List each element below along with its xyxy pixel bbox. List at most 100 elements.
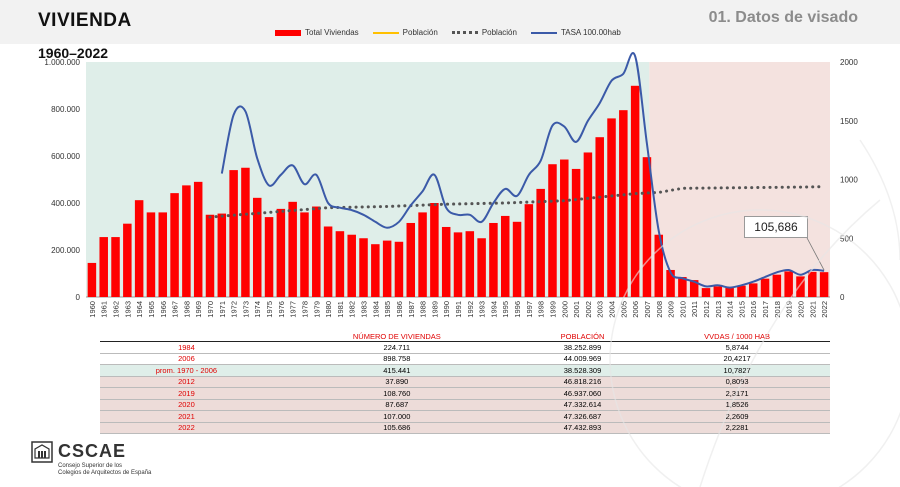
bar [323, 226, 333, 297]
bar [111, 237, 120, 297]
x-tick-label: 1968 [182, 301, 191, 318]
bar [146, 212, 156, 297]
x-tick-label: 1967 [171, 301, 180, 318]
col-year [100, 331, 273, 342]
bar [87, 262, 97, 297]
y-right-tick-label: 1500 [840, 117, 858, 126]
x-tick-label: 1993 [478, 301, 487, 318]
y-right-tick-label: 1000 [840, 176, 858, 185]
bar [725, 287, 734, 297]
cell-viviendas: 898.758 [272, 353, 521, 365]
x-tick-label: 1986 [395, 301, 404, 318]
x-tick-label: 1982 [348, 301, 357, 318]
bar [170, 193, 179, 297]
x-tick-label: 2012 [702, 301, 711, 318]
cell-viviendas: 105.686 [272, 422, 521, 434]
bar [630, 85, 640, 297]
x-tick-label: 2018 [773, 301, 782, 318]
y-left-tick-label: 800.000 [51, 105, 80, 114]
x-tick-label: 1977 [289, 301, 298, 318]
col-ratio: VVDAS / 1000 HAB [644, 331, 830, 342]
x-tick-label: 2021 [808, 301, 817, 318]
bar [288, 201, 297, 297]
x-tick-label: 2010 [678, 301, 687, 318]
x-tick-label: 2016 [749, 301, 758, 318]
legend-pop-line: Población [372, 28, 438, 37]
x-tick-label: 2005 [619, 301, 628, 318]
cell-year: 2021 [100, 410, 273, 423]
bar [607, 118, 616, 298]
legend-bars: Total Viviendas [275, 28, 359, 37]
y-right-tick-label: 2000 [840, 58, 858, 67]
x-tick-label: 2015 [737, 301, 746, 318]
bar [418, 212, 427, 297]
cell-ratio: 10,7827 [644, 364, 830, 377]
bar [441, 226, 451, 297]
bar [583, 152, 593, 297]
x-tick-label: 1994 [489, 301, 498, 318]
x-tick-label: 2011 [690, 301, 699, 317]
bar [595, 137, 604, 297]
cell-poblacion: 47.326.687 [520, 410, 645, 423]
x-tick-label: 1987 [407, 301, 416, 318]
x-tick-label: 2022 [820, 301, 829, 318]
bar [760, 278, 770, 297]
bar [406, 222, 416, 297]
cell-year: 2012 [100, 376, 273, 388]
bar [536, 188, 545, 297]
x-tick-label: 1961 [100, 301, 109, 318]
bar [808, 271, 817, 297]
table-row: 1984 224.711 38.252.899 5,8744 [100, 341, 830, 354]
x-tick-label: 1970 [206, 301, 215, 318]
cell-poblacion: 47.432.893 [520, 422, 645, 434]
cell-year: prom. 1970 - 2006 [100, 364, 273, 377]
legend-rate: TASA 100.00hab [530, 28, 621, 37]
bar [819, 272, 829, 297]
cell-ratio: 5,8744 [644, 341, 830, 354]
chart-legend: Total Viviendas Población Población TASA… [275, 28, 621, 37]
cell-year: 2006 [100, 353, 273, 365]
table-row: 2006 898.758 44.009.969 20,4217 [100, 353, 830, 365]
bar [252, 197, 262, 297]
x-tick-label: 2009 [667, 301, 676, 318]
x-tick-label: 2001 [572, 301, 581, 318]
x-tick-label: 1978 [300, 301, 309, 318]
x-tick-label: 1990 [442, 301, 451, 318]
bar [371, 244, 380, 297]
x-tick-label: 2008 [655, 301, 664, 318]
x-tick-label: 1979 [312, 301, 321, 318]
x-tick-label: 1992 [466, 301, 475, 318]
data-table: NÚMERO DE VIVIENDAS POBLACIÓN VVDAS / 10… [100, 331, 830, 434]
x-tick-label: 1981 [336, 301, 345, 318]
value-callout: 105,686 [744, 216, 808, 238]
cell-year: 2020 [100, 399, 273, 411]
bar [394, 241, 404, 297]
bar [772, 274, 782, 297]
col-viviendas: NÚMERO DE VIVIENDAS [272, 331, 521, 342]
period-label: 1960–2022 [38, 45, 109, 61]
x-tick-label: 1973 [241, 301, 250, 318]
y-left-tick-label: 600.000 [51, 152, 80, 161]
x-tick-label: 2000 [560, 301, 569, 318]
cell-viviendas: 87.687 [272, 399, 521, 411]
bar [229, 170, 238, 297]
bar [134, 200, 144, 297]
x-tick-label: 1988 [419, 301, 428, 318]
x-tick-label: 1985 [383, 301, 392, 318]
housing-chart: 0 200.000 400.000 600.000 800.000 1.000.000 0 5… [44, 52, 858, 318]
x-tick-label: 2013 [714, 301, 723, 318]
bar [123, 223, 132, 297]
bar [784, 271, 793, 297]
bar [453, 232, 463, 297]
y-right-tick-label: 500 [840, 234, 854, 243]
x-tick-label: 1997 [525, 301, 534, 318]
x-tick-label: 1966 [159, 301, 168, 318]
cell-year: 2022 [100, 422, 273, 434]
y-right-tick-label: 0 [840, 293, 845, 302]
logo-subtitle: Consejo Superior de los Colegios de Arqui… [58, 463, 152, 476]
bar [264, 217, 274, 297]
cell-ratio: 2,2281 [644, 422, 830, 434]
x-tick-label: 1995 [501, 301, 510, 318]
x-tick-label: 1969 [194, 301, 203, 318]
x-tick-label: 1976 [277, 301, 286, 318]
